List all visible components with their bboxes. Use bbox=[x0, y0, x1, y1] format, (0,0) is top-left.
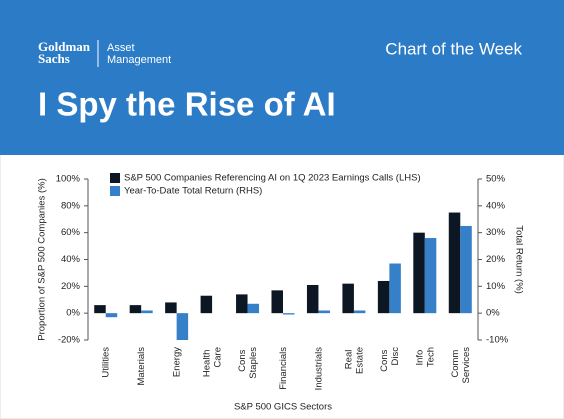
bar bbox=[141, 310, 153, 314]
y-tick-label: 40% bbox=[61, 254, 81, 265]
y2-tick-label: -10% bbox=[486, 335, 509, 346]
x-tick-label: Comm Services bbox=[449, 347, 471, 384]
bar bbox=[94, 305, 106, 314]
bar bbox=[271, 290, 283, 314]
y2-tick-label: 30% bbox=[486, 227, 506, 238]
bar bbox=[105, 313, 118, 318]
division: Asset Management bbox=[107, 42, 171, 66]
y-tick-label: 80% bbox=[61, 200, 81, 211]
bar bbox=[342, 283, 354, 314]
bar bbox=[353, 310, 366, 314]
x-tick-label: Utilities bbox=[100, 347, 111, 378]
y2-tick-label: 20% bbox=[486, 254, 506, 265]
x-tick-label: Health Care bbox=[201, 347, 223, 377]
x-tick-label: Materials bbox=[136, 347, 147, 386]
y2-tick-label: 0% bbox=[486, 308, 500, 319]
y-tick-label: 0% bbox=[66, 308, 80, 319]
bar bbox=[389, 263, 401, 314]
header-band bbox=[0, 0, 564, 155]
legend-label: S&P 500 Companies Referencing AI on 1Q 2… bbox=[124, 173, 421, 184]
brand-logo: Goldman Sachs bbox=[38, 39, 93, 66]
bar bbox=[413, 232, 425, 314]
y2-tick-label: 10% bbox=[486, 281, 506, 292]
bar bbox=[247, 303, 260, 314]
x-tick-label: Financials bbox=[278, 347, 289, 390]
x-tick-label: Cons Staples bbox=[237, 347, 259, 379]
y-axis-title: Proportion of S&P 500 Companies (%) bbox=[37, 178, 48, 340]
chart-title: I Spy the Rise of AI bbox=[38, 86, 336, 123]
legend-swatch bbox=[110, 186, 120, 196]
y2-axis-title: Total Return (%) bbox=[513, 225, 524, 294]
bar bbox=[236, 294, 248, 314]
x-tick-label: Real Estate bbox=[343, 347, 365, 374]
y2-tick-label: 50% bbox=[486, 174, 506, 185]
legend-swatch bbox=[110, 173, 120, 183]
y2-tick-label: 40% bbox=[486, 200, 506, 211]
bar bbox=[377, 280, 390, 314]
bar bbox=[318, 310, 330, 314]
y-tick-label: 100% bbox=[56, 174, 81, 185]
x-tick-label: Cons Disc bbox=[378, 347, 400, 372]
bar bbox=[460, 225, 472, 314]
bar bbox=[200, 295, 213, 314]
chart-of-week: Chart of the Week bbox=[385, 39, 522, 58]
x-tick-label: Energy bbox=[171, 347, 182, 377]
x-tick-label: Info Tech bbox=[414, 347, 436, 367]
y-tick-label: 20% bbox=[61, 281, 81, 292]
bar bbox=[448, 212, 461, 314]
bar bbox=[176, 313, 189, 340]
x-axis-title: S&P 500 GICS Sectors bbox=[234, 402, 332, 413]
bar bbox=[306, 284, 319, 314]
x-tick-label: Industrials bbox=[313, 347, 324, 391]
y-tick-label: 60% bbox=[61, 227, 81, 238]
y-tick-label: -20% bbox=[58, 335, 81, 346]
bar bbox=[283, 313, 295, 315]
bar bbox=[424, 238, 437, 314]
legend-label: Year-To-Date Total Return (RHS) bbox=[124, 186, 262, 197]
bar bbox=[165, 302, 177, 314]
bar bbox=[129, 305, 142, 314]
